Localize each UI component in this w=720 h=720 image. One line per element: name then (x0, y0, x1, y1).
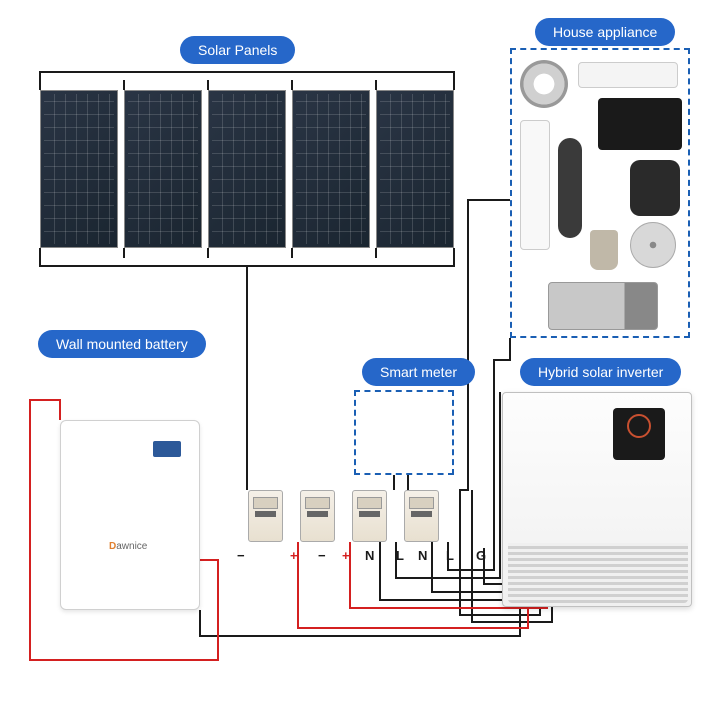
appliance-tv-icon (598, 98, 682, 150)
appliance-fan-tower-icon (558, 138, 582, 238)
terminal-label: L (446, 548, 454, 563)
energy-meter (352, 490, 387, 542)
terminal-label: + (342, 548, 350, 563)
energy-meter (300, 490, 335, 542)
energy-meter (404, 490, 439, 542)
appliance-tower-ac-icon (520, 120, 550, 250)
solar-panel (376, 90, 454, 248)
smart-meter-box (354, 390, 454, 475)
smart-meter-label: Smart meter (362, 358, 475, 386)
terminal-label: L (396, 548, 404, 563)
battery-label: Wall mounted battery (38, 330, 206, 358)
appliance-fan-icon (630, 222, 676, 268)
battery-screen (153, 441, 181, 457)
solar-panels-label: Solar Panels (180, 36, 295, 64)
appliance-washer-icon (520, 60, 568, 108)
appliance-microwave-icon (548, 282, 658, 330)
inverter-grille-icon (508, 543, 688, 603)
inverter-display (613, 408, 665, 460)
appliance-kettle-icon (590, 230, 618, 270)
terminal-label: − (237, 548, 245, 563)
inverter-label: Hybrid solar inverter (520, 358, 681, 386)
terminal-label: − (318, 548, 326, 563)
hybrid-inverter (502, 392, 692, 607)
terminal-label: N (418, 548, 427, 563)
solar-panel (124, 90, 202, 248)
solar-panel (40, 90, 118, 248)
battery-brand-label: Dawnice (109, 541, 147, 552)
terminal-label: N (365, 548, 374, 563)
solar-panel (208, 90, 286, 248)
appliance-airfryer-icon (630, 160, 680, 216)
solar-panel (292, 90, 370, 248)
energy-meter (248, 490, 283, 542)
house-appliance-box (510, 48, 690, 338)
appliance-ac-icon (578, 62, 678, 88)
house-appliance-label: House appliance (535, 18, 675, 46)
terminal-label: + (290, 548, 298, 563)
wall-battery: Dawnice (60, 420, 200, 610)
terminal-label: G (476, 548, 486, 563)
